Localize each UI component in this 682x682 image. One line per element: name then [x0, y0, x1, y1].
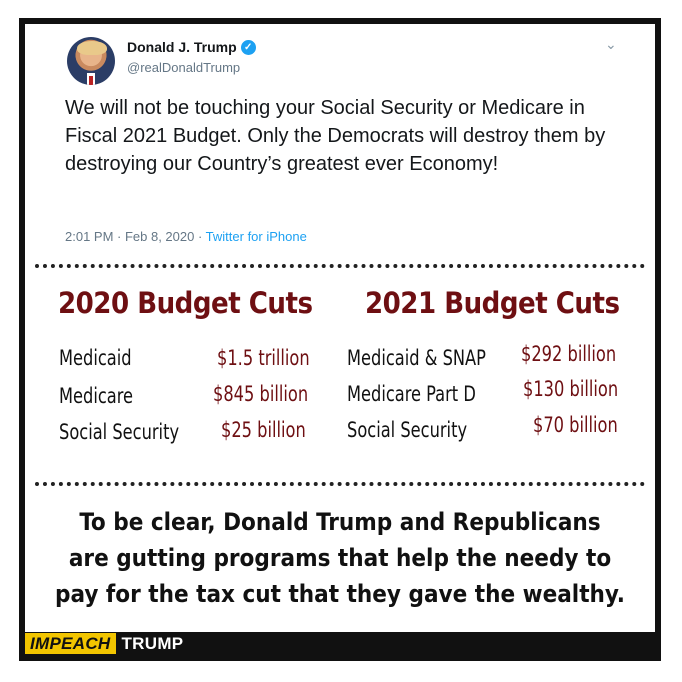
impeach-badge: IMPEACH [25, 633, 116, 654]
left-column-title: 2020 Budget Cuts [58, 286, 313, 320]
right-program-1: Medicaid & SNAP [347, 346, 486, 370]
tweet-author-name: Donald J. Trump ✓ [127, 39, 256, 55]
left-amount-3: $25 billion [221, 418, 306, 442]
right-amount-2: $130 billion [523, 377, 619, 401]
left-program-3: Social Security [59, 420, 180, 444]
dotted-divider [35, 482, 645, 486]
message-line-1: To be clear, Donald Trump and Republican… [79, 508, 601, 536]
closing-message: To be clear, Donald Trump and Republican… [45, 504, 635, 612]
right-amount-3: $70 billion [533, 413, 618, 437]
author-name-text: Donald J. Trump [127, 39, 237, 55]
message-line-3: pay for the tax cut that they gave the w… [55, 580, 625, 608]
right-program-2: Medicare Part D [347, 382, 476, 406]
message-line-2: are gutting programs that help the needy… [68, 544, 612, 572]
left-amount-1: $1.5 trillion [217, 346, 310, 370]
left-program-2: Medicare [59, 384, 134, 408]
graphic-frame: Donald J. Trump ✓ @realDonaldTrump ⌄ We … [19, 18, 661, 661]
right-amount-1: $292 billion [521, 342, 617, 366]
tweet-timestamp: 2:01 PM · Feb 8, 2020 · [65, 229, 206, 244]
tweet-author-handle: @realDonaldTrump [127, 60, 241, 75]
left-program-1: Medicaid [59, 346, 132, 370]
left-amount-2: $845 billion [213, 382, 309, 406]
chevron-down-icon[interactable]: ⌄ [605, 36, 617, 52]
footer-brand: IMPEACH TRUMP [25, 632, 183, 655]
tweet-source-link[interactable]: Twitter for iPhone [205, 229, 307, 244]
tweet-meta: 2:01 PM · Feb 8, 2020 · Twitter for iPho… [65, 229, 307, 244]
avatar [67, 37, 115, 85]
graphic-content: Donald J. Trump ✓ @realDonaldTrump ⌄ We … [25, 24, 655, 632]
verified-badge-icon: ✓ [240, 39, 256, 55]
tweet-text: We will not be touching your Social Secu… [65, 97, 606, 175]
brand-text: TRUMP [121, 633, 184, 653]
right-column-title: 2021 Budget Cuts [365, 286, 620, 320]
dotted-divider [35, 264, 645, 268]
right-program-3: Social Security [347, 418, 468, 442]
